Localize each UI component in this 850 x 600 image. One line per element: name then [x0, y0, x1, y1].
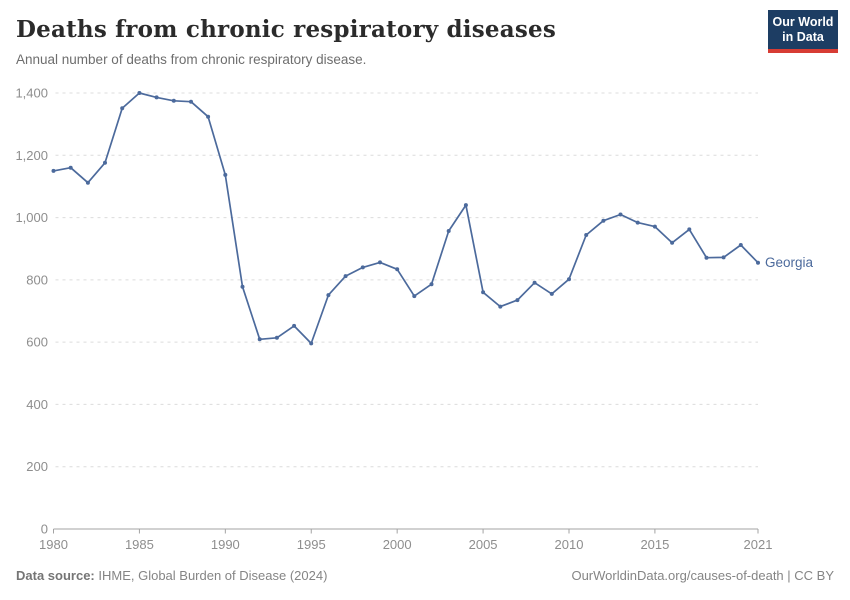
y-tick-label: 1,400 — [15, 86, 48, 101]
data-source-label: Data source: — [16, 568, 95, 583]
data-point[interactable] — [360, 265, 365, 270]
x-tick-label: 1995 — [297, 537, 326, 552]
data-point[interactable] — [51, 168, 56, 173]
x-tick-label: 1990 — [211, 537, 240, 552]
data-point[interactable] — [481, 290, 486, 295]
data-point[interactable] — [395, 267, 400, 272]
data-point[interactable] — [670, 240, 675, 245]
data-point[interactable] — [635, 220, 640, 225]
data-point[interactable] — [120, 106, 125, 111]
data-point[interactable] — [378, 260, 382, 265]
data-point[interactable] — [618, 212, 623, 217]
data-point[interactable] — [532, 280, 537, 285]
data-point[interactable] — [567, 277, 571, 282]
x-tick-label: 2021 — [744, 537, 773, 552]
chart-footer: Data source: IHME, Global Burden of Dise… — [16, 568, 834, 583]
data-point[interactable] — [103, 160, 107, 165]
chart-subtitle: Annual number of deaths from chronic res… — [16, 52, 367, 67]
data-point[interactable] — [189, 99, 193, 104]
data-point[interactable] — [515, 298, 520, 303]
y-tick-label: 800 — [26, 272, 48, 287]
data-point[interactable] — [738, 243, 743, 247]
data-point[interactable] — [721, 255, 726, 260]
data-point[interactable] — [498, 304, 503, 309]
x-tick-label: 2010 — [555, 537, 584, 552]
owid-logo-line2: in Data — [782, 30, 824, 44]
x-tick-label: 2015 — [640, 537, 669, 552]
owid-logo[interactable]: Our World in Data — [768, 10, 838, 53]
data-point[interactable] — [85, 180, 90, 185]
data-point[interactable] — [257, 337, 262, 342]
data-point[interactable] — [584, 233, 589, 237]
data-point[interactable] — [343, 274, 348, 279]
x-tick-label: 2000 — [383, 537, 412, 552]
y-tick-label: 1,200 — [15, 148, 48, 163]
y-tick-label: 0 — [41, 522, 48, 537]
page-title: Deaths from chronic respiratory diseases — [16, 16, 556, 43]
data-point[interactable] — [171, 98, 176, 103]
data-point[interactable] — [704, 255, 709, 260]
series-line — [52, 92, 759, 345]
data-point[interactable] — [68, 165, 73, 170]
data-point[interactable] — [274, 335, 279, 340]
owid-logo-line1: Our World — [772, 15, 834, 29]
data-point[interactable] — [549, 291, 554, 296]
x-tick-label: 1980 — [39, 537, 68, 552]
data-source-value: IHME, Global Burden of Disease (2024) — [94, 568, 328, 583]
x-tick-label: 2005 — [469, 537, 498, 552]
data-point[interactable] — [652, 224, 657, 229]
data-point[interactable] — [309, 341, 314, 346]
data-point[interactable] — [687, 227, 692, 232]
data-point[interactable] — [446, 229, 451, 233]
data-point[interactable] — [206, 114, 211, 119]
data-point[interactable] — [223, 172, 228, 177]
data-point[interactable] — [326, 293, 331, 298]
entity-label[interactable]: Georgia — [765, 255, 814, 270]
data-point[interactable] — [429, 282, 434, 287]
data-point[interactable] — [756, 260, 760, 265]
x-tick-label: 1985 — [125, 537, 154, 552]
data-point[interactable] — [412, 294, 417, 299]
data-point[interactable] — [463, 203, 468, 208]
data-point[interactable] — [154, 95, 159, 100]
y-tick-label: 400 — [26, 397, 48, 412]
data-source-note: Data source: IHME, Global Burden of Dise… — [16, 568, 327, 583]
y-tick-label: 600 — [26, 335, 48, 350]
data-point[interactable] — [240, 284, 245, 289]
data-point[interactable] — [601, 218, 606, 223]
data-point[interactable] — [137, 91, 142, 95]
data-point[interactable] — [292, 323, 297, 328]
y-tick-label: 1,000 — [15, 210, 48, 225]
attribution-note: OurWorldinData.org/causes-of-death | CC … — [571, 568, 834, 583]
y-tick-label: 200 — [26, 459, 48, 474]
